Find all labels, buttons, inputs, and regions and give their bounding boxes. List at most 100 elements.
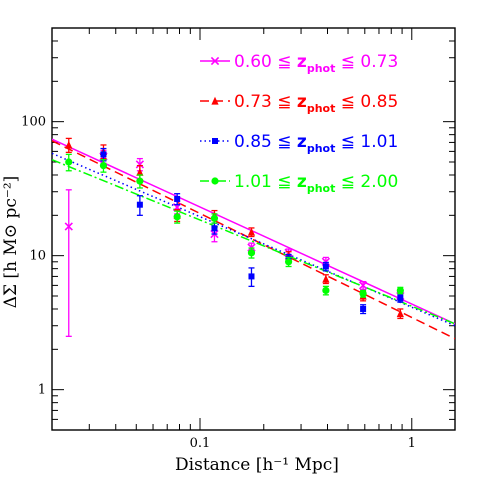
legend-label-high: 0.73 bbox=[360, 52, 398, 72]
data-point-s1-9 bbox=[358, 280, 368, 291]
legend-label-op: ≦ bbox=[277, 132, 297, 152]
point-marker bbox=[210, 214, 219, 222]
point-marker bbox=[358, 281, 368, 290]
legend-entry-2: 0.73 ≦ zphot ≦ 0.85 bbox=[200, 92, 398, 115]
x-axis-label: Distance [h⁻¹ Mpc] bbox=[175, 455, 339, 475]
data-point-s4-10 bbox=[396, 286, 404, 295]
point-marker bbox=[396, 286, 404, 295]
data-point-s3-2 bbox=[136, 195, 143, 216]
point-marker bbox=[211, 225, 218, 232]
legend-entry-1: 0.60 ≦ zphot ≦ 0.73 bbox=[200, 52, 398, 75]
data-point-s2-1 bbox=[65, 137, 73, 154]
data-points-group bbox=[64, 137, 405, 337]
legend-label-sub: phot bbox=[307, 142, 336, 155]
data-point-s3-7 bbox=[322, 261, 329, 272]
point-marker bbox=[360, 305, 367, 312]
data-point-s4-2 bbox=[99, 159, 108, 173]
data-point-s4-9 bbox=[359, 289, 367, 298]
point-marker bbox=[136, 201, 143, 208]
legend-entry-4: 1.01 ≦ zphot ≦ 2.00 bbox=[200, 172, 398, 195]
data-point-s3-5 bbox=[248, 267, 255, 288]
data-point-s3-8 bbox=[360, 304, 367, 315]
x-tick-label: 0.1 bbox=[190, 436, 211, 451]
legend-label-low: 0.85 bbox=[234, 132, 277, 152]
y-tick-label: 100 bbox=[21, 115, 46, 130]
point-marker bbox=[247, 227, 256, 236]
legend-label-high: 0.85 bbox=[360, 92, 398, 112]
legend-label-sub: phot bbox=[307, 62, 336, 75]
legend-label-low: 0.60 bbox=[234, 52, 277, 72]
data-point-s4-8 bbox=[322, 285, 330, 296]
legend-label-op: ≦ bbox=[335, 132, 360, 152]
data-point-s4-6 bbox=[247, 247, 256, 259]
legend-label-op: ≦ bbox=[335, 92, 360, 112]
legend-label-sub: phot bbox=[307, 182, 336, 195]
plot-frame-group: 0.1 1 1 10 100 bbox=[21, 27, 456, 451]
legend: 0.60 ≦ zphot ≦ 0.730.73 ≦ zphot ≦ 0.850.… bbox=[200, 52, 398, 195]
point-marker bbox=[65, 140, 73, 149]
legend-label-low: 0.73 bbox=[234, 92, 277, 112]
y-tick-label: 10 bbox=[29, 249, 46, 264]
legend-label-sub: phot bbox=[307, 102, 336, 115]
legend-label-op: ≦ bbox=[335, 172, 360, 192]
data-point-s2-10 bbox=[396, 308, 404, 320]
data-point-s4-1 bbox=[65, 153, 73, 172]
point-marker bbox=[397, 295, 404, 302]
point-marker bbox=[173, 213, 181, 221]
fit-lines-group bbox=[52, 138, 455, 340]
legend-marker bbox=[211, 177, 219, 185]
point-marker bbox=[359, 290, 367, 298]
legend-label-z: z bbox=[297, 132, 307, 152]
fit-line-series-1 bbox=[52, 138, 455, 325]
legend-label-z: z bbox=[297, 52, 307, 72]
point-marker bbox=[135, 160, 145, 169]
fit-line-series-2 bbox=[52, 140, 455, 340]
data-point-s4-4 bbox=[173, 210, 181, 224]
data-point-s4-7 bbox=[284, 256, 293, 268]
point-marker bbox=[322, 286, 330, 295]
point-marker bbox=[322, 263, 329, 270]
point-marker bbox=[248, 273, 255, 280]
data-point-s3-1 bbox=[100, 147, 107, 162]
legend-label-op: ≦ bbox=[277, 172, 297, 192]
data-point-s2-6 bbox=[247, 227, 256, 238]
point-marker bbox=[174, 195, 181, 202]
point-marker bbox=[100, 151, 107, 158]
legend-marker bbox=[211, 96, 219, 105]
x-tick-label: 1 bbox=[408, 436, 416, 451]
legend-marker bbox=[210, 56, 220, 66]
data-point-s1-1 bbox=[64, 189, 73, 337]
fit-line-series-4 bbox=[52, 159, 455, 325]
data-point-s3-3 bbox=[174, 193, 181, 206]
plot-frame bbox=[51, 27, 456, 431]
data-point-s4-3 bbox=[136, 174, 144, 189]
data-point-s4-5 bbox=[210, 213, 219, 224]
point-marker bbox=[136, 167, 144, 176]
data-point-s2-8 bbox=[322, 274, 330, 285]
legend-label: 0.85 ≦ zphot ≦ 1.01 bbox=[234, 132, 398, 155]
y-tick-label: 1 bbox=[38, 383, 46, 398]
legend-label-op: ≦ bbox=[277, 52, 297, 72]
legend-label-op: ≦ bbox=[335, 52, 360, 72]
legend-label-low: 1.01 bbox=[234, 172, 277, 192]
point-marker bbox=[396, 309, 404, 318]
legend-entry-3: 0.85 ≦ zphot ≦ 1.01 bbox=[200, 132, 398, 155]
point-marker bbox=[247, 249, 256, 257]
legend-label: 1.01 ≦ zphot ≦ 2.00 bbox=[234, 172, 398, 195]
y-axis-label: ΔΣ [h M⊙ pc⁻²] bbox=[1, 176, 21, 309]
legend-label-z: z bbox=[297, 92, 307, 112]
legend-label-z: z bbox=[297, 172, 307, 192]
data-point-s3-9 bbox=[397, 294, 404, 303]
legend-label: 0.60 ≦ zphot ≦ 0.73 bbox=[234, 52, 398, 75]
legend-label: 0.73 ≦ zphot ≦ 0.85 bbox=[234, 92, 398, 115]
point-marker bbox=[65, 158, 73, 166]
point-marker bbox=[136, 177, 144, 185]
point-marker bbox=[99, 162, 108, 170]
point-marker bbox=[284, 258, 293, 266]
point-marker bbox=[322, 274, 330, 283]
legend-marker bbox=[212, 138, 218, 144]
legend-label-op: ≦ bbox=[277, 92, 297, 112]
legend-label-high: 1.01 bbox=[360, 132, 398, 152]
